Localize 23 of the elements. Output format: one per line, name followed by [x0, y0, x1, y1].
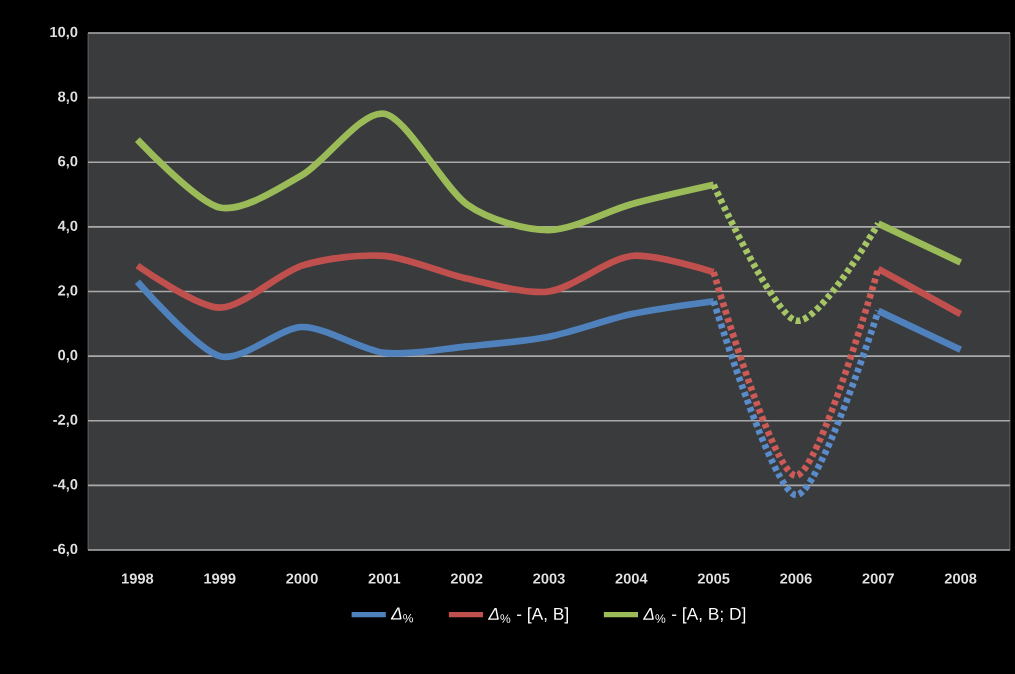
x-tick-label: 1999: [204, 573, 236, 584]
y-tick-label: 10,0: [50, 26, 78, 40]
legend-label: Δ$_{%}$ - [A, B; D]: [643, 607, 746, 624]
x-tick-label: 2006: [780, 573, 812, 584]
x-tick-label: 1998: [122, 573, 154, 584]
y-tick-label: 0,0: [58, 349, 78, 363]
x-tick-label: 2005: [697, 573, 730, 584]
x-tick-label: 2003: [533, 573, 565, 584]
y-tick-label: -4,0: [53, 479, 78, 492]
x-tick-label: 2000: [286, 573, 318, 584]
x-tick-label: 2002: [450, 573, 483, 584]
y-tick-label: -6,0: [53, 543, 78, 557]
x-tick-label: 2004: [615, 573, 648, 584]
legend-label: Δ$_{%}$ - [A, B]: [488, 607, 568, 624]
y-tick-label: 4,0: [57, 220, 78, 234]
y-tick-label: -2,0: [53, 414, 78, 427]
x-tick-label: 2007: [862, 573, 894, 584]
legend-label: Δ$_{%}$: [390, 607, 414, 623]
y-tick-label: 6,0: [58, 156, 78, 169]
y-tick-label: 8,0: [58, 91, 78, 104]
y-tick-label: 2,0: [58, 285, 78, 298]
x-tick-label: 2001: [368, 573, 401, 584]
x-tick-label: 2008: [944, 573, 977, 584]
